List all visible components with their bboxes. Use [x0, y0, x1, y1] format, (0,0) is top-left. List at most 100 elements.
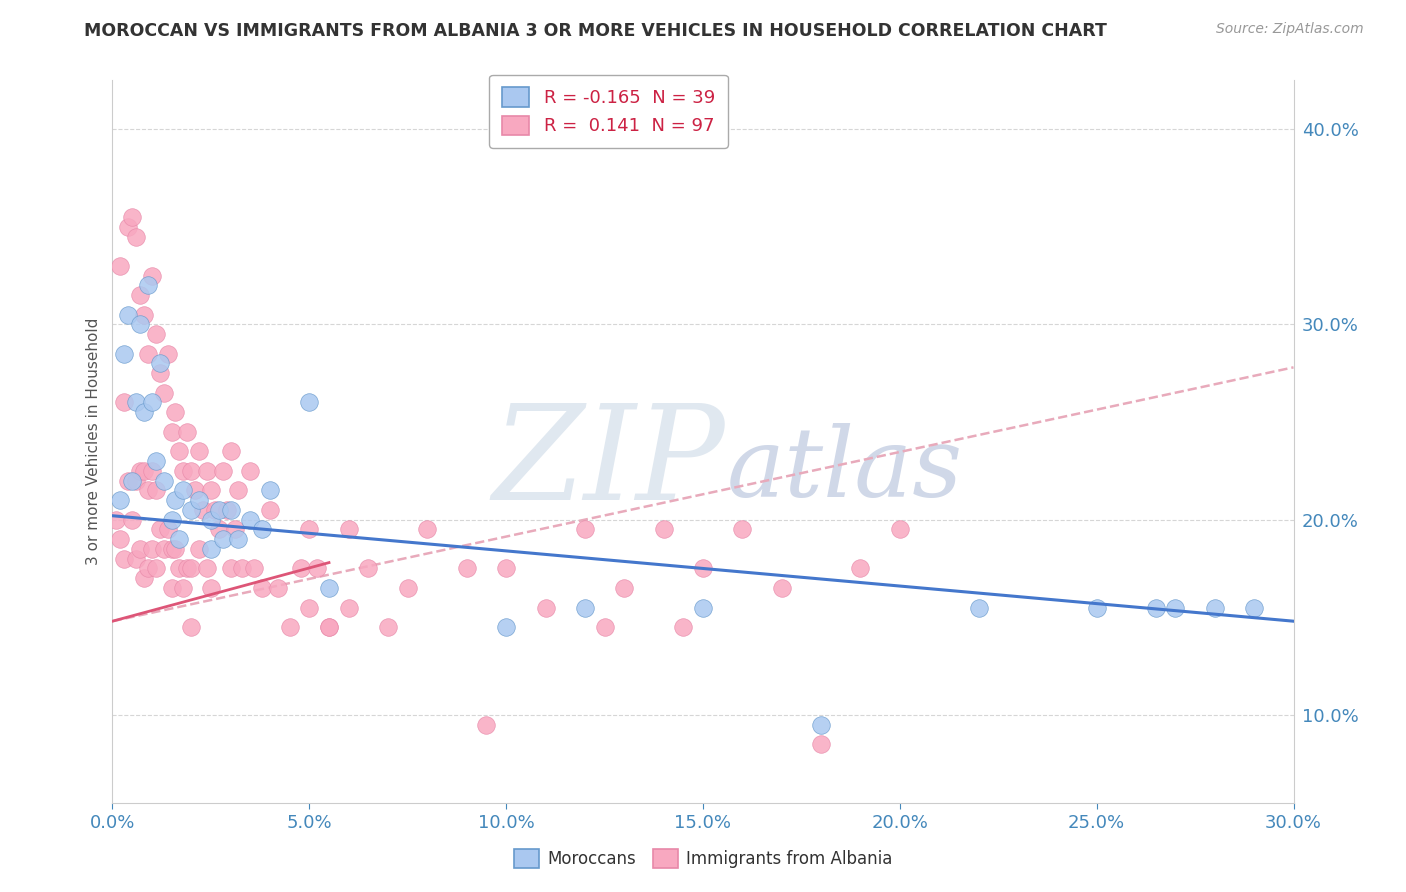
Point [219, 503, 242, 517]
Point [1243, 600, 1265, 615]
Point [125, 474, 148, 488]
Point [176, 425, 198, 439]
Point [172, 464, 194, 478]
Point [290, 561, 312, 575]
Point [156, 346, 179, 360]
Point [117, 474, 139, 488]
Point [172, 483, 194, 498]
Point [152, 474, 174, 488]
Point [129, 541, 152, 556]
Point [121, 210, 143, 224]
Point [141, 464, 163, 478]
Point [110, 259, 132, 273]
Point [475, 717, 498, 731]
Point [117, 308, 139, 322]
Point [180, 561, 202, 575]
Y-axis label: 3 or more Vehicles in Household: 3 or more Vehicles in Household [86, 318, 101, 566]
Point [298, 600, 321, 615]
Point [160, 581, 183, 595]
Point [318, 581, 340, 595]
Point [204, 503, 226, 517]
Point [211, 532, 233, 546]
Point [692, 561, 714, 575]
Point [145, 327, 167, 342]
Point [136, 483, 159, 498]
Point [574, 523, 596, 537]
Point [889, 523, 911, 537]
Point [191, 503, 214, 517]
Point [180, 620, 202, 634]
Point [176, 561, 198, 575]
Point [298, 395, 321, 409]
Point [239, 513, 262, 527]
Point [298, 523, 321, 537]
Point [396, 581, 419, 595]
Point [278, 620, 301, 634]
Point [259, 483, 281, 498]
Point [770, 581, 793, 595]
Point [593, 620, 616, 634]
Point [267, 581, 290, 595]
Point [224, 523, 246, 537]
Point [416, 523, 439, 537]
Point [200, 483, 222, 498]
Point [180, 464, 202, 478]
Point [145, 483, 167, 498]
Point [112, 346, 135, 360]
Point [318, 620, 340, 634]
Point [231, 561, 253, 575]
Point [136, 561, 159, 575]
Point [239, 464, 262, 478]
Point [112, 395, 135, 409]
Point [1085, 600, 1108, 615]
Point [357, 561, 380, 575]
Point [188, 493, 211, 508]
Point [188, 444, 211, 458]
Point [184, 483, 207, 498]
Point [337, 523, 360, 537]
Point [250, 523, 273, 537]
Point [160, 541, 183, 556]
Point [160, 425, 183, 439]
Legend: Moroccans, Immigrants from Albania: Moroccans, Immigrants from Albania [508, 843, 898, 875]
Point [208, 503, 231, 517]
Point [208, 523, 231, 537]
Point [149, 366, 172, 380]
Point [495, 620, 517, 634]
Point [121, 474, 143, 488]
Point [731, 523, 754, 537]
Point [165, 405, 187, 419]
Legend: R = -0.165  N = 39, R =  0.141  N = 97: R = -0.165 N = 39, R = 0.141 N = 97 [489, 75, 727, 148]
Point [136, 278, 159, 293]
Point [188, 541, 211, 556]
Point [250, 581, 273, 595]
Point [243, 561, 266, 575]
Point [337, 600, 360, 615]
Text: Source: ZipAtlas.com: Source: ZipAtlas.com [1216, 22, 1364, 37]
Point [165, 493, 187, 508]
Point [967, 600, 990, 615]
Point [810, 737, 832, 751]
Point [534, 600, 557, 615]
Point [136, 346, 159, 360]
Point [112, 551, 135, 566]
Point [849, 561, 872, 575]
Text: ZIP: ZIP [492, 399, 725, 528]
Point [141, 268, 163, 283]
Point [125, 395, 148, 409]
Text: atlas: atlas [727, 424, 963, 517]
Point [180, 503, 202, 517]
Point [1144, 600, 1167, 615]
Point [132, 571, 155, 585]
Point [152, 385, 174, 400]
Point [172, 581, 194, 595]
Point [456, 561, 478, 575]
Point [129, 318, 152, 332]
Point [672, 620, 695, 634]
Point [169, 532, 191, 546]
Point [219, 561, 242, 575]
Point [307, 561, 329, 575]
Point [132, 464, 155, 478]
Point [574, 600, 596, 615]
Point [145, 561, 167, 575]
